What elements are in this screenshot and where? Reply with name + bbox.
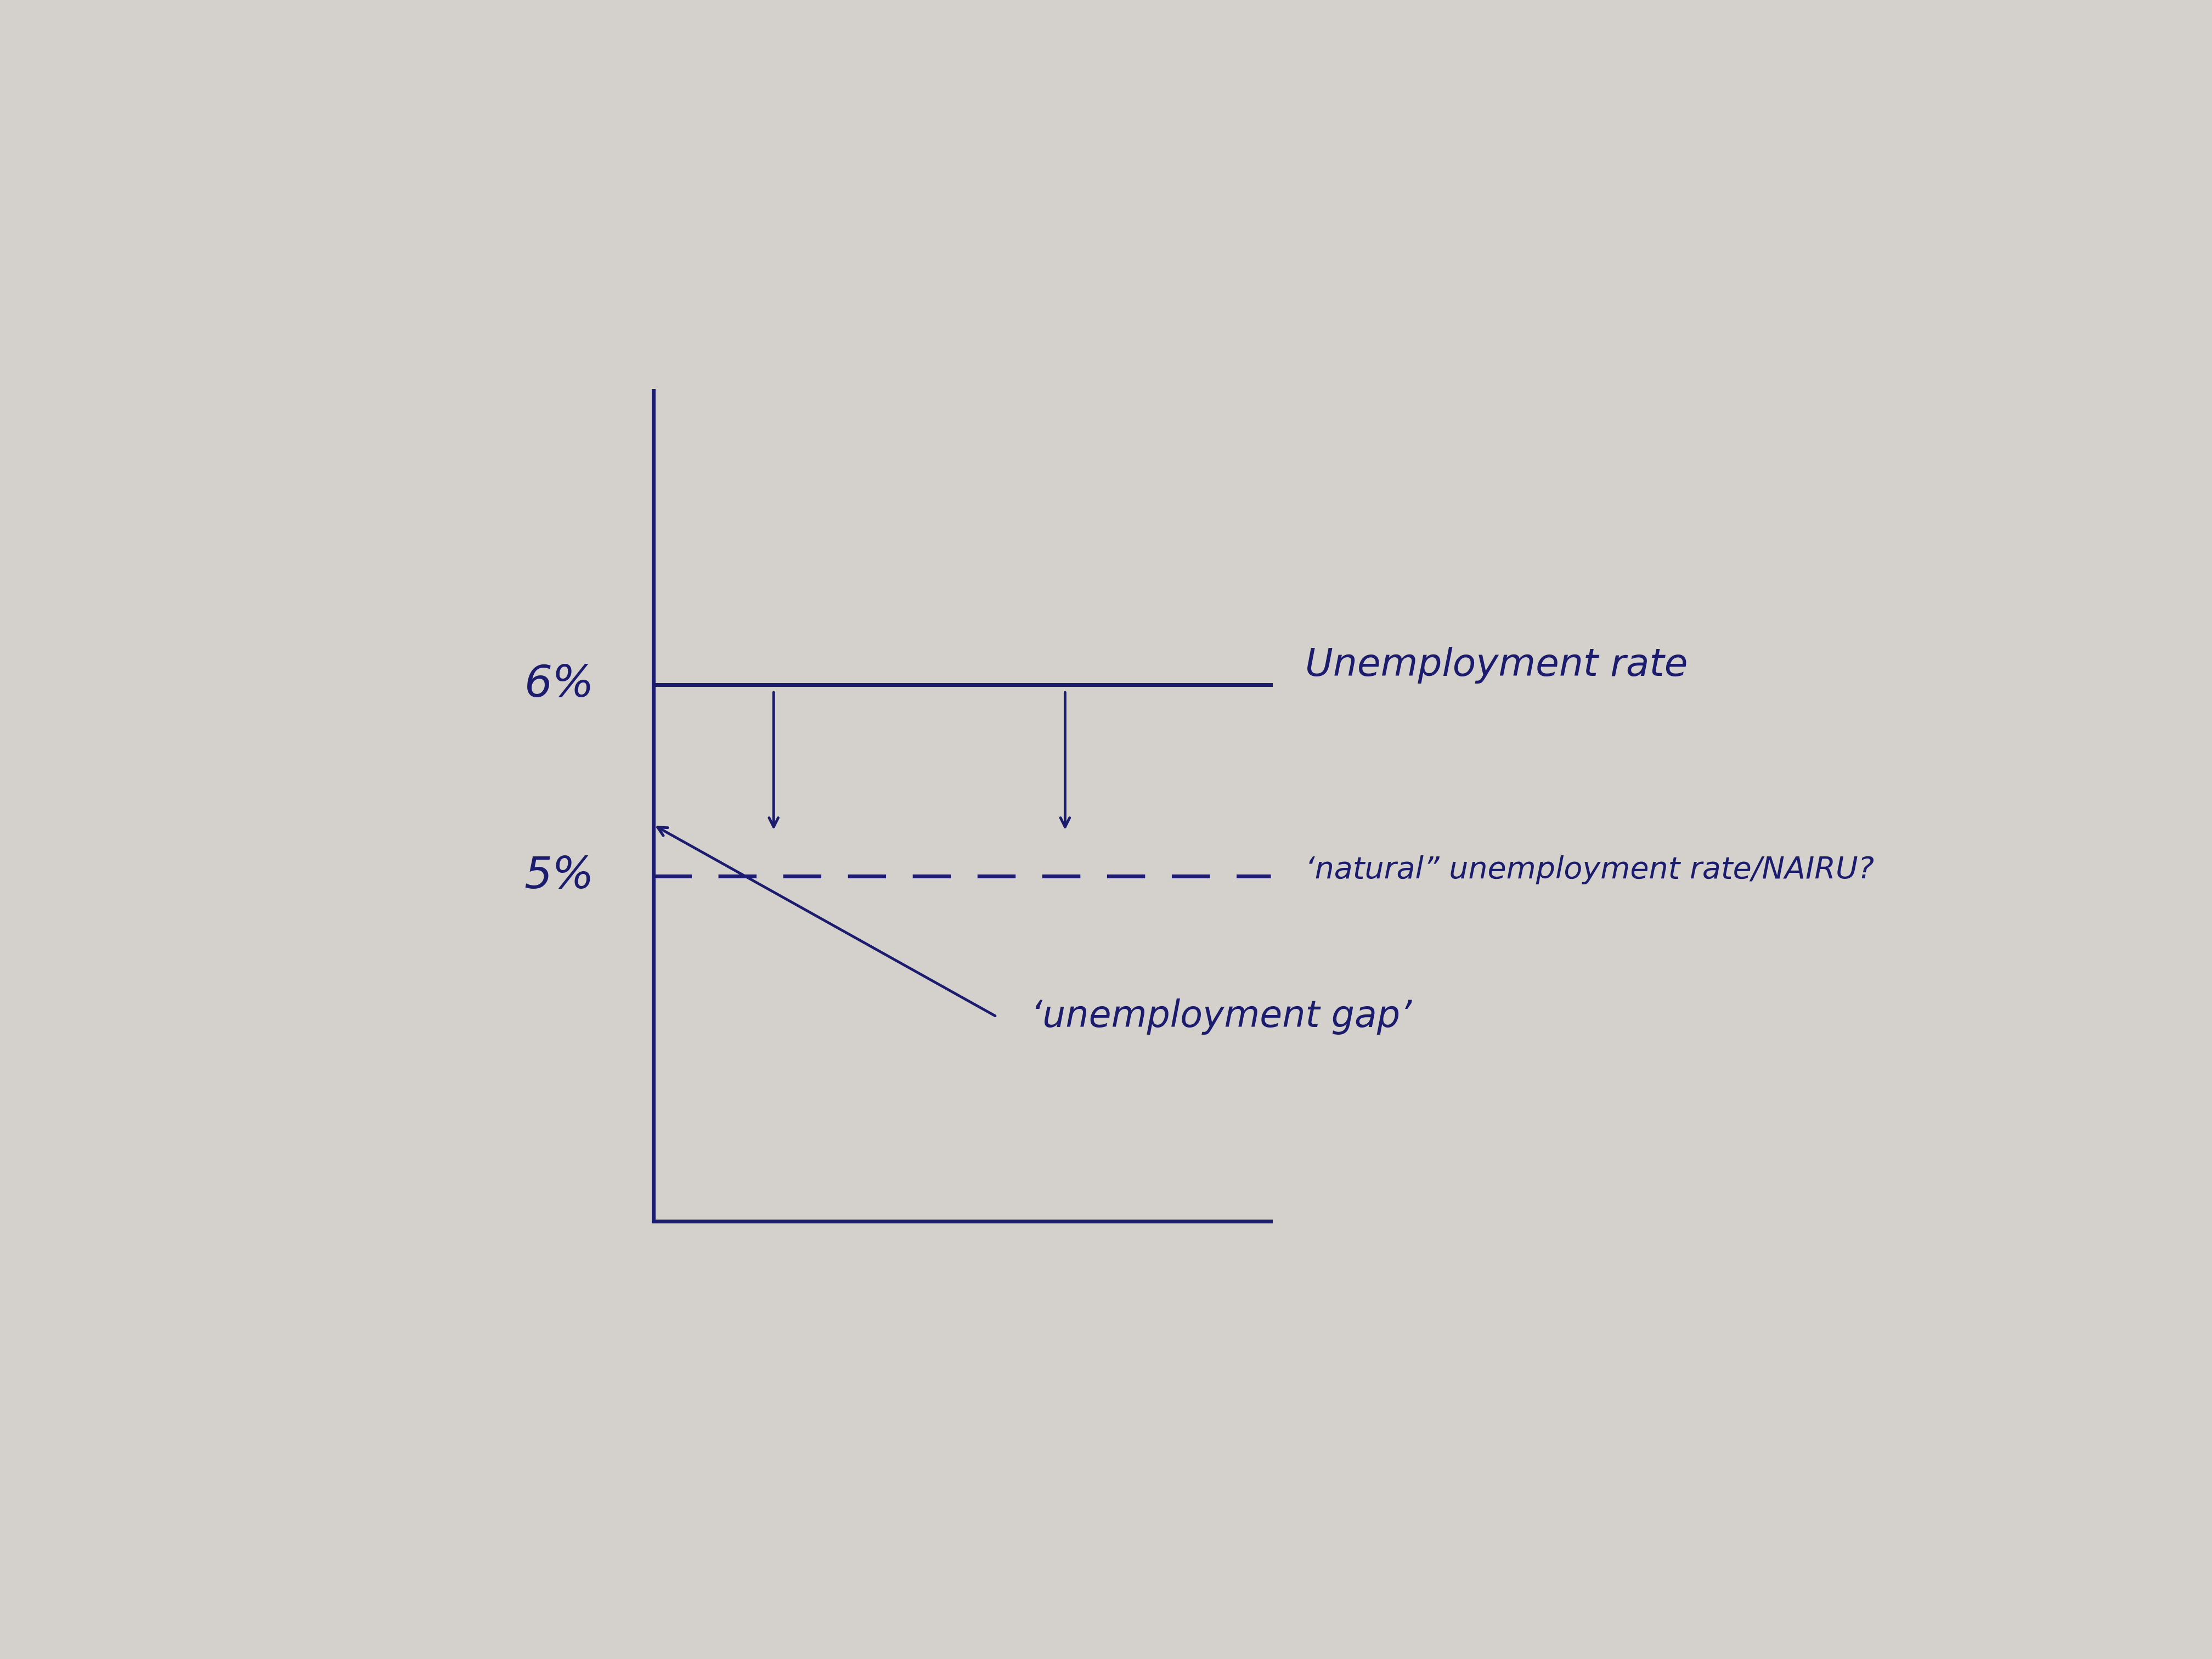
Text: 5%: 5% — [524, 854, 595, 898]
Text: 6%: 6% — [524, 664, 595, 705]
Text: ‘natural” unemployment rate/NAIRU?: ‘natural” unemployment rate/NAIRU? — [1305, 854, 1874, 884]
Text: Unemployment rate: Unemployment rate — [1305, 647, 1688, 684]
Text: ‘unemployment gap’: ‘unemployment gap’ — [1031, 999, 1411, 1035]
